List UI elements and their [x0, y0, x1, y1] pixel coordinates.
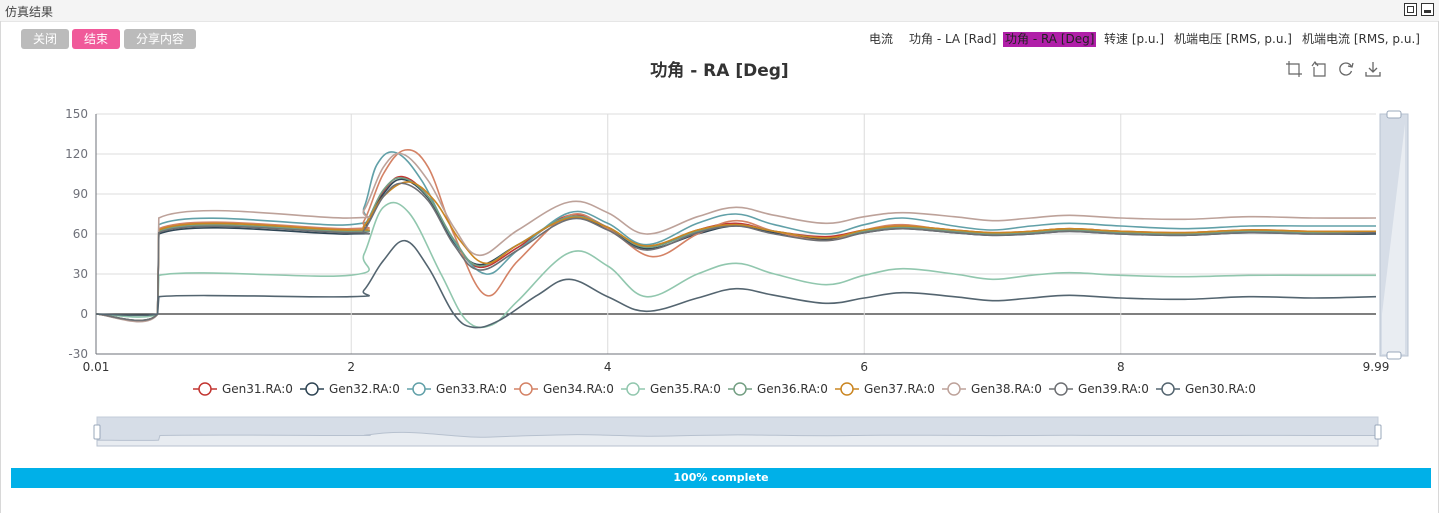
legend-label: Gen38.RA:0	[971, 382, 1042, 396]
horizontal-zoom-handle-left[interactable]	[93, 424, 101, 440]
legend-swatch-circle	[412, 382, 426, 396]
y-tick-label: 90	[73, 187, 88, 201]
legend-swatch-circle	[947, 382, 961, 396]
y-tick-label: 60	[73, 227, 88, 241]
series-line-gen30ra0[interactable]	[95, 239, 1377, 329]
series-line-gen33ra0[interactable]	[95, 151, 1376, 322]
legend-item[interactable]: Gen39.RA:0	[1049, 382, 1149, 396]
legend-label: Gen35.RA:0	[650, 382, 721, 396]
series-line-gen35ra0[interactable]	[95, 201, 1376, 329]
tab-angle-la[interactable]: 功角 - LA [Rad]	[909, 32, 997, 46]
y-tick-label: 30	[73, 267, 88, 281]
legend-item[interactable]: Gen38.RA:0	[942, 382, 1042, 396]
x-tick-label: 9.99	[1363, 360, 1390, 374]
legend-item[interactable]: Gen35.RA:0	[621, 382, 721, 396]
legend-swatch-circle	[1054, 382, 1068, 396]
legend-label: Gen37.RA:0	[864, 382, 935, 396]
legend-item[interactable]: Gen34.RA:0	[514, 382, 614, 396]
vertical-zoom-shadow	[1382, 124, 1405, 354]
legend-label: Gen36.RA:0	[757, 382, 828, 396]
legend-swatch-circle	[198, 382, 212, 396]
window-title: 仿真结果	[5, 5, 54, 19]
zoom-icon[interactable]	[1286, 61, 1302, 77]
legend-label: Gen39.RA:0	[1078, 382, 1149, 396]
legend-label: Gen30.RA:0	[1185, 382, 1256, 396]
window-titlebar: 仿真结果	[0, 0, 1439, 22]
series-line-gen39ra0[interactable]	[95, 182, 1377, 322]
progress-bar: 100% complete	[11, 468, 1431, 488]
legend-item[interactable]: Gen37.RA:0	[835, 382, 935, 396]
y-tick-label: 120	[65, 147, 88, 161]
horizontal-zoom-preview	[96, 431, 1379, 447]
horizontal-zoom-handle-right[interactable]	[1374, 424, 1382, 440]
legend-item[interactable]: Gen30.RA:0	[1156, 382, 1256, 396]
x-tick-label: 2	[347, 360, 355, 374]
y-tick-label: -30	[68, 347, 88, 361]
y-tick-label: 0	[80, 307, 88, 321]
y-tick-label: 150	[65, 107, 88, 121]
restore-icon[interactable]	[1338, 61, 1354, 77]
end-button[interactable]: 结束	[72, 29, 120, 49]
progress-label: 100% complete	[673, 471, 769, 484]
legend-label: Gen33.RA:0	[436, 382, 507, 396]
legend-label: Gen31.RA:0	[222, 382, 293, 396]
download-icon[interactable]	[1365, 61, 1381, 77]
legend-swatch-circle	[840, 382, 854, 396]
legend-item[interactable]: Gen33.RA:0	[407, 382, 507, 396]
chart-title: 功角 - RA [Deg]	[650, 61, 789, 81]
x-tick-label: 6	[860, 360, 868, 374]
minimize-window-icon[interactable]	[1421, 3, 1434, 16]
series-line-gen38ra0[interactable]	[95, 152, 1377, 323]
panel-border-left	[0, 21, 1, 513]
x-tick-label: 8	[1117, 360, 1125, 374]
x-tick-label: 0.01	[83, 360, 110, 374]
tab-current[interactable]: 电流	[869, 32, 894, 46]
angle-line-chart: -30 0 30 60 90 120 150 0.01 2 4 6 8 9.99 Gen31.RA:0 G…	[65, 107, 1409, 447]
legend-item[interactable]: Gen36.RA:0	[728, 382, 828, 396]
zoom-reset-icon[interactable]	[1311, 61, 1327, 77]
vertical-zoom-handle-bottom[interactable]	[1386, 351, 1402, 360]
close-button[interactable]: 关闭	[21, 29, 69, 49]
x-tick-label: 4	[604, 360, 612, 374]
legend-swatch-circle	[1161, 382, 1175, 396]
series-line-gen36ra0[interactable]	[95, 177, 1377, 322]
legend-item[interactable]: Gen32.RA:0	[300, 382, 400, 396]
legend-swatch-circle	[626, 382, 640, 396]
legend-swatch-circle	[305, 382, 319, 396]
legend-label: Gen32.RA:0	[329, 382, 400, 396]
legend-item[interactable]: Gen31.RA:0	[193, 382, 293, 396]
legend-label: Gen34.RA:0	[543, 382, 614, 396]
share-content-button[interactable]: 分享内容	[124, 29, 196, 49]
vertical-zoom-handle-top[interactable]	[1386, 110, 1402, 119]
legend-swatch-circle	[733, 382, 747, 396]
legend-swatch-circle	[519, 382, 533, 396]
tab-terminal-current[interactable]: 机端电流 [RMS, p.u.]	[1302, 32, 1420, 46]
tab-terminal-voltage[interactable]: 机端电压 [RMS, p.u.]	[1174, 32, 1292, 46]
tab-angle-ra[interactable]: 功角 - RA [Deg]	[1003, 32, 1097, 47]
restore-window-icon[interactable]	[1404, 3, 1417, 16]
tab-speed[interactable]: 转速 [p.u.]	[1104, 32, 1165, 46]
